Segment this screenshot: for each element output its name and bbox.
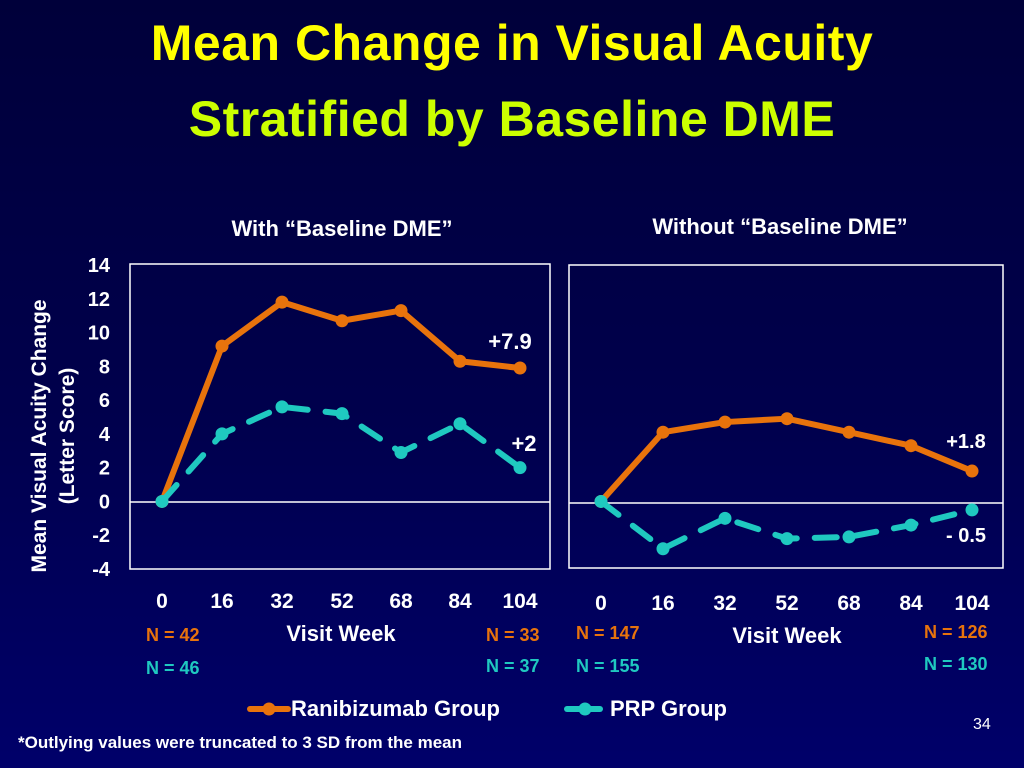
data-point-prp xyxy=(904,518,918,532)
legend: Ranibizumab Group PRP Group xyxy=(247,696,727,721)
data-point-prp xyxy=(335,407,349,421)
data-point-prp xyxy=(275,400,289,414)
y-axis-label-line1: Mean Visual Acuity Change xyxy=(28,299,51,572)
legend-label-prp: PRP Group xyxy=(610,696,727,721)
x-tick-label: 0 xyxy=(595,592,607,615)
data-point-ranibizumab xyxy=(842,425,856,439)
x-tick-label: 52 xyxy=(330,590,353,613)
n-label-ranibizumab-end-left: N = 33 xyxy=(486,625,540,645)
y-tick-label: 6 xyxy=(99,390,110,412)
n-label-ranibizumab-start-left: N = 42 xyxy=(146,625,200,645)
x-tick-label: 84 xyxy=(448,590,472,613)
data-point-ranibizumab xyxy=(965,464,979,478)
y-tick-label: 2 xyxy=(99,458,110,480)
end-label-prp-right: - 0.5 xyxy=(946,525,986,547)
x-tick-labels-left: 0 16 32 52 68 84 104 xyxy=(156,590,538,613)
end-label-ranibizumab-left: +7.9 xyxy=(488,329,531,354)
panel-title-with-dme: With “Baseline DME” xyxy=(231,216,452,241)
x-tick-label: 16 xyxy=(651,592,674,615)
data-point-ranibizumab xyxy=(453,354,467,368)
x-axis-label-left: Visit Week xyxy=(286,621,396,646)
legend-item-ranibizumab: Ranibizumab Group xyxy=(247,696,500,721)
y-tick-label: 0 xyxy=(99,491,110,513)
legend-label-ranibizumab: Ranibizumab Group xyxy=(291,696,500,721)
y-axis-label-line2: (Letter Score) xyxy=(56,368,79,505)
series-right xyxy=(594,412,979,556)
chart-panel-without-dme: Without “Baseline DME” 0 16 32 52 68 84 104 Vi… xyxy=(568,214,1004,676)
x-tick-label: 16 xyxy=(210,590,233,613)
x-tick-label: 68 xyxy=(389,590,413,613)
data-point-ranibizumab xyxy=(275,295,289,309)
data-point-prp xyxy=(215,427,229,441)
n-label-prp-start-right: N = 155 xyxy=(576,656,640,676)
legend-marker-ranibizumab xyxy=(262,702,276,716)
n-label-ranibizumab-end-right: N = 126 xyxy=(924,622,988,642)
chart-panel-with-dme: With “Baseline DME” 14 12 10 8 6 4 2 0 -2 -4 0 16 3… xyxy=(88,216,551,678)
series-left xyxy=(155,295,527,508)
y-tick-label: 8 xyxy=(99,356,110,378)
plot-frame-right xyxy=(568,264,1004,569)
data-point-prp xyxy=(155,494,169,508)
panel-title-without-dme: Without “Baseline DME” xyxy=(652,214,907,239)
y-tick-label: 14 xyxy=(88,255,111,277)
data-point-prp xyxy=(718,511,732,525)
x-tick-labels-right: 0 16 32 52 68 84 104 xyxy=(595,592,990,615)
slide-title-line1: Mean Change in Visual Acuity xyxy=(150,15,874,71)
data-point-prp xyxy=(656,542,670,556)
y-tick-labels: 14 12 10 8 6 4 2 0 -2 -4 xyxy=(88,255,111,581)
series-line-prp xyxy=(159,403,523,505)
data-point-ranibizumab xyxy=(215,339,229,353)
data-point-prp xyxy=(780,532,794,546)
n-label-prp-start-left: N = 46 xyxy=(146,658,200,678)
data-point-ranibizumab xyxy=(656,425,670,439)
data-point-prp xyxy=(453,417,467,431)
series-line-ranibizumab xyxy=(159,299,523,505)
page-number: 34 xyxy=(973,716,991,733)
legend-item-prp: PRP Group xyxy=(564,696,727,721)
y-tick-label: 10 xyxy=(88,323,110,345)
plot-frame-left xyxy=(129,263,551,570)
x-tick-label: 68 xyxy=(837,592,861,615)
y-tick-label: 4 xyxy=(99,424,111,446)
data-point-ranibizumab xyxy=(718,415,732,429)
data-point-ranibizumab xyxy=(513,361,527,375)
footnote: *Outlying values were truncated to 3 SD … xyxy=(18,733,462,752)
data-point-prp xyxy=(394,445,408,459)
data-point-prp xyxy=(513,461,527,475)
data-point-prp xyxy=(965,503,979,517)
data-point-ranibizumab xyxy=(394,304,408,318)
end-label-ranibizumab-right: +1.8 xyxy=(946,431,985,453)
legend-marker-prp xyxy=(578,702,592,716)
data-point-prp xyxy=(842,530,856,544)
data-point-ranibizumab xyxy=(780,412,794,426)
data-point-ranibizumab xyxy=(335,314,349,328)
n-label-prp-end-right: N = 130 xyxy=(924,654,988,674)
y-axis-label: Mean Visual Acuity Change (Letter Score) xyxy=(28,299,79,572)
x-tick-label: 104 xyxy=(954,592,989,615)
x-tick-label: 52 xyxy=(775,592,798,615)
x-tick-label: 104 xyxy=(502,590,537,613)
x-tick-label: 32 xyxy=(713,592,736,615)
x-tick-label: 0 xyxy=(156,590,168,613)
n-label-prp-end-left: N = 37 xyxy=(486,656,540,676)
slide-title-line2: Stratified by Baseline DME xyxy=(188,91,836,147)
y-tick-label: -4 xyxy=(92,559,111,581)
x-tick-label: 32 xyxy=(270,590,293,613)
end-label-prp-left: +2 xyxy=(511,431,536,456)
y-tick-label: -2 xyxy=(92,525,110,547)
data-point-ranibizumab xyxy=(904,439,918,453)
x-axis-label-right: Visit Week xyxy=(732,623,842,648)
data-point-prp xyxy=(594,494,608,508)
n-label-ranibizumab-start-right: N = 147 xyxy=(576,623,640,643)
y-tick-label: 12 xyxy=(88,289,110,311)
x-tick-label: 84 xyxy=(899,592,923,615)
